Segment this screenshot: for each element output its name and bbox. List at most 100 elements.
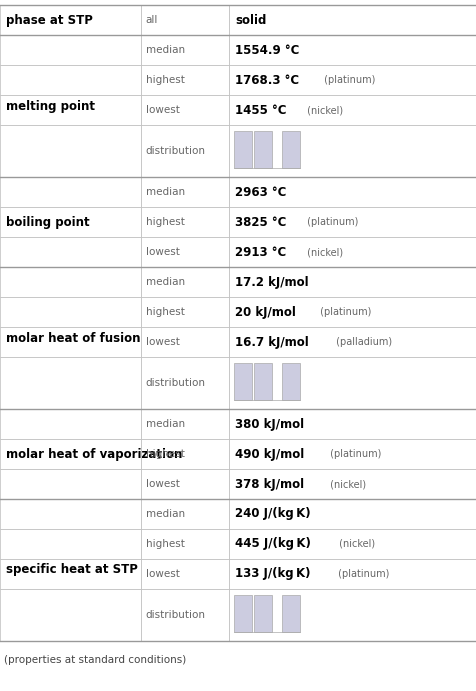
Bar (228, 267, 476, 297)
Text: 1455 °C: 1455 °C (235, 104, 286, 117)
Text: lowest: lowest (145, 569, 179, 579)
Bar (140, 237, 228, 267)
Text: boiling point: boiling point (6, 216, 89, 229)
Bar (140, 5, 228, 35)
Text: median: median (145, 187, 185, 197)
Text: highest: highest (145, 217, 184, 227)
Bar (140, 65, 228, 95)
Bar (233, 131, 251, 169)
Bar (0, 207, 140, 237)
Text: 2963 °C: 2963 °C (235, 185, 286, 198)
Bar (140, 499, 228, 529)
Bar (140, 439, 228, 469)
Bar (233, 595, 251, 632)
Text: 240 J/(kg K): 240 J/(kg K) (235, 507, 310, 520)
Bar (140, 297, 228, 327)
Bar (228, 589, 476, 641)
Bar (228, 207, 476, 237)
Text: 16.7 kJ/mol: 16.7 kJ/mol (235, 336, 308, 348)
Bar (228, 499, 476, 529)
Text: (platinum): (platinum) (320, 75, 374, 85)
Bar (0, 177, 140, 207)
Bar (0, 499, 140, 529)
Bar (140, 125, 228, 177)
Text: distribution: distribution (145, 610, 205, 620)
Bar (228, 529, 476, 559)
Text: 1768.3 °C: 1768.3 °C (235, 73, 298, 86)
Text: (nickel): (nickel) (335, 539, 374, 549)
Bar (140, 559, 228, 589)
Bar (0, 95, 140, 125)
Text: (nickel): (nickel) (304, 247, 343, 257)
Text: melting point: melting point (6, 100, 95, 113)
Text: (platinum): (platinum) (304, 217, 358, 227)
Text: 1554.9 °C: 1554.9 °C (235, 44, 299, 57)
Bar (0, 237, 140, 267)
Bar (228, 35, 476, 65)
Bar (140, 529, 228, 559)
Bar (0, 35, 140, 65)
Bar (228, 237, 476, 267)
Text: (platinum): (platinum) (327, 449, 381, 459)
Bar (228, 357, 476, 409)
Bar (228, 559, 476, 589)
Text: median: median (145, 419, 185, 429)
Bar (140, 327, 228, 357)
Bar (228, 65, 476, 95)
Text: solid: solid (235, 14, 266, 26)
Text: 380 kJ/mol: 380 kJ/mol (235, 417, 303, 430)
Bar (281, 131, 299, 169)
Text: 20 kJ/mol: 20 kJ/mol (235, 305, 295, 319)
Bar (0, 439, 140, 469)
Bar (281, 595, 299, 632)
Bar (253, 595, 271, 632)
Bar (0, 297, 140, 327)
Text: highest: highest (145, 449, 184, 459)
Bar (228, 409, 476, 439)
Bar (228, 95, 476, 125)
Text: specific heat at STP: specific heat at STP (6, 563, 138, 576)
Bar (228, 327, 476, 357)
Bar (140, 35, 228, 65)
Text: (properties at standard conditions): (properties at standard conditions) (4, 655, 186, 665)
Text: 2913 °C: 2913 °C (235, 245, 286, 258)
Bar (228, 177, 476, 207)
Text: highest: highest (145, 539, 184, 549)
Text: median: median (145, 509, 185, 519)
Bar (0, 529, 140, 559)
Bar (0, 409, 140, 439)
Text: 490 kJ/mol: 490 kJ/mol (235, 448, 304, 460)
Text: all: all (145, 15, 158, 25)
Bar (228, 469, 476, 499)
Bar (140, 177, 228, 207)
Bar (0, 357, 140, 409)
Text: 378 kJ/mol: 378 kJ/mol (235, 477, 303, 491)
Text: molar heat of vaporization: molar heat of vaporization (6, 448, 182, 460)
Text: lowest: lowest (145, 337, 179, 347)
Bar (228, 439, 476, 469)
Bar (140, 357, 228, 409)
Text: median: median (145, 45, 185, 55)
Bar (281, 363, 299, 400)
Bar (0, 469, 140, 499)
Text: (palladium): (palladium) (332, 337, 391, 347)
Bar (140, 95, 228, 125)
Bar (0, 267, 140, 297)
Bar (0, 5, 140, 35)
Text: 3825 °C: 3825 °C (235, 216, 286, 229)
Text: (nickel): (nickel) (327, 479, 366, 489)
Bar (0, 125, 140, 177)
Text: 133 J/(kg K): 133 J/(kg K) (235, 567, 310, 580)
Bar (140, 409, 228, 439)
Bar (0, 559, 140, 589)
Text: 17.2 kJ/mol: 17.2 kJ/mol (235, 276, 308, 289)
Bar (233, 363, 251, 400)
Bar (140, 589, 228, 641)
Bar (228, 125, 476, 177)
Text: phase at STP: phase at STP (6, 14, 93, 26)
Bar (0, 65, 140, 95)
Bar (253, 363, 271, 400)
Text: highest: highest (145, 307, 184, 317)
Bar (140, 267, 228, 297)
Text: lowest: lowest (145, 105, 179, 115)
